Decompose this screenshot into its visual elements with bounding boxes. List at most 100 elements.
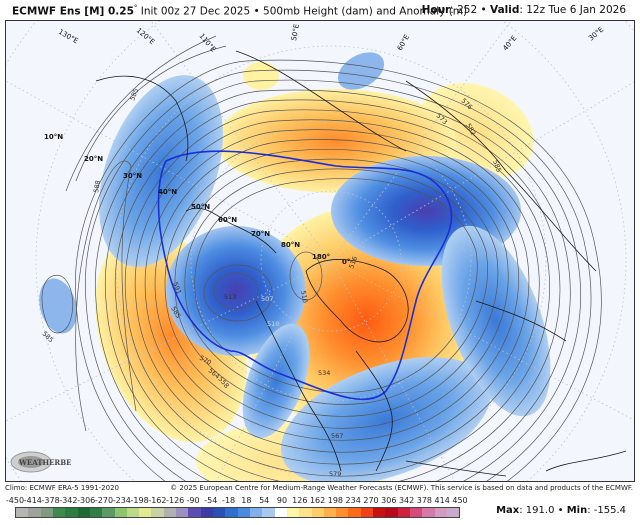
- colorbar-swatch: [373, 508, 386, 517]
- highlight-contour-552: [157, 150, 453, 401]
- svg-text:585: 585: [128, 87, 140, 101]
- degree-sign: °: [133, 4, 138, 12]
- colorbar-swatch: [16, 508, 29, 517]
- colorbar-tick-label: -270: [94, 496, 114, 505]
- field-name: 500mb Height (dam) and Anomaly (m): [263, 5, 468, 18]
- colorbar-swatch: [434, 508, 447, 517]
- colorbar-swatch: [348, 508, 361, 517]
- svg-text:510: 510: [299, 290, 309, 304]
- model-name: ECMWF Ens [M] 0.25: [12, 5, 134, 18]
- colorbar-tick-label: -90: [186, 496, 200, 505]
- svg-text:567: 567: [331, 432, 343, 440]
- colorbar-tick-label: 90: [276, 496, 288, 505]
- svg-text:50°E: 50°E: [290, 23, 301, 41]
- svg-text:510: 510: [267, 320, 279, 328]
- anomaly-east-asia: [99, 75, 223, 267]
- colorbar-swatch: [77, 508, 90, 517]
- hour-label: Hour: [421, 4, 451, 16]
- colorbar-tick-label: 54: [259, 496, 270, 505]
- colorbar-tick-label: -54: [204, 496, 218, 505]
- colorbar-swatch: [410, 508, 423, 517]
- colorbar-swatch: [52, 508, 66, 517]
- svg-text:588: 588: [92, 180, 102, 194]
- svg-text:WEATHERBELL: WEATHERBELL: [18, 458, 71, 467]
- anomaly-east-us: [280, 357, 492, 481]
- lon-label-0: 0°: [342, 258, 350, 266]
- colorbar-tick-label: 450: [452, 496, 468, 505]
- svg-text:513: 513: [224, 293, 236, 301]
- max-value: : 191.0: [519, 505, 555, 516]
- valid-label: Valid: [490, 4, 520, 16]
- colorbar-tick-label: -162: [148, 496, 167, 505]
- colorbar-swatch: [65, 508, 78, 517]
- coastlines: [95, 50, 627, 477]
- svg-text:30°E: 30°E: [587, 26, 605, 43]
- svg-text:130°E: 130°E: [57, 28, 79, 46]
- height-contours: [41, 35, 602, 481]
- colorbar-tick-label: 342: [398, 496, 415, 505]
- map-panel: 10°N 20°N 30°N 40°N 50°N 60°N 70°N 80°N …: [5, 20, 635, 482]
- colorbar-tick-label: -378: [41, 496, 60, 505]
- lat-label-70n: 70°N: [251, 230, 270, 238]
- colorbar-tick-label: -126: [166, 496, 185, 505]
- lat-label-80n: 80°N: [281, 241, 300, 249]
- colorbar-tick-label: -342: [59, 496, 78, 505]
- colorbar-swatch: [163, 508, 177, 517]
- colorbar-swatch: [28, 508, 41, 517]
- min-label: Min: [566, 505, 588, 516]
- colorbar-swatch: [422, 508, 435, 517]
- svg-text:591: 591: [171, 281, 183, 295]
- svg-text:579: 579: [329, 470, 341, 478]
- colorbar-swatch: [249, 508, 263, 517]
- colorbar-tick-label: -414: [23, 496, 42, 505]
- colorbar-tick-label: 306: [381, 496, 397, 505]
- colorbar: [15, 507, 460, 518]
- colorbar-swatch: [139, 508, 152, 517]
- colorbar-swatch: [176, 508, 189, 517]
- colorbar-swatch: [446, 508, 460, 517]
- colorbar-swatch: [360, 508, 374, 517]
- anomaly-alaska-low: [166, 226, 306, 356]
- colorbar-tick-label: -306: [77, 496, 96, 505]
- colorbar-tick-label: 234: [345, 496, 361, 505]
- colorbar-tick-label: 162: [309, 496, 326, 505]
- colorbar-swatch: [40, 508, 53, 517]
- colorbar-swatch: [385, 508, 398, 517]
- colorbar-tick-label: -18: [222, 496, 236, 505]
- min-value: : -155.4: [587, 505, 626, 516]
- colorbar-tick-label: -198: [130, 496, 149, 505]
- colorbar-swatch: [311, 508, 324, 517]
- colorbar-swatch: [299, 508, 312, 517]
- title: ECMWF Ens [M] 0.25° Init 00z 27 Dec 2025…: [12, 4, 467, 18]
- svg-text:585: 585: [491, 159, 503, 173]
- weatherbell-logo: WEATHERBELL: [10, 451, 71, 473]
- colorbar-swatch: [237, 508, 250, 517]
- colorbar-swatch: [225, 508, 238, 517]
- colorbar-swatch: [102, 508, 115, 517]
- colorbar-swatch: [336, 508, 349, 517]
- colorbar-tick-label: -450: [5, 496, 25, 505]
- valid-value: : 12z Tue 6 Jan 2026: [519, 4, 626, 16]
- init-time: Init 00z 27 Dec 2025: [137, 5, 251, 18]
- lat-label-30n: 30°N: [123, 172, 142, 180]
- svg-text:507: 507: [261, 295, 273, 303]
- colorbar-tick-label: 126: [292, 496, 308, 505]
- max-min-summary: Max: 191.0 • Min: -155.4: [496, 505, 626, 516]
- climo-note: Climo: ECMWF ERA-5 1991-2020: [5, 484, 119, 492]
- lat-label-10n: 10°N: [44, 133, 63, 141]
- svg-text:120°E: 120°E: [135, 26, 156, 46]
- hour-value: : 252: [450, 4, 478, 16]
- colorbar-swatch: [89, 508, 103, 517]
- copyright-note: © 2025 European Centre for Medium-Range …: [170, 484, 633, 492]
- max-label: Max: [496, 505, 520, 516]
- lon-label-180: 180°: [312, 253, 330, 261]
- colorbar-tick-label: 270: [363, 496, 379, 505]
- lat-label-20n: 20°N: [84, 155, 103, 163]
- colorbar-tick-label: 198: [327, 496, 344, 505]
- anomaly-small-blue: [39, 278, 77, 334]
- colorbar-swatch: [151, 508, 164, 517]
- colorbar-tick-label: -234: [112, 496, 131, 505]
- colorbar-swatch: [213, 508, 226, 517]
- colorbar-swatch: [126, 508, 140, 517]
- colorbar-tick-label: 414: [434, 496, 450, 505]
